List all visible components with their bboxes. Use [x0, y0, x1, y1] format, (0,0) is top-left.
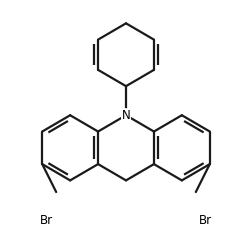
Text: Br: Br	[40, 214, 53, 227]
Text: Br: Br	[199, 214, 212, 227]
Text: N: N	[122, 109, 130, 122]
